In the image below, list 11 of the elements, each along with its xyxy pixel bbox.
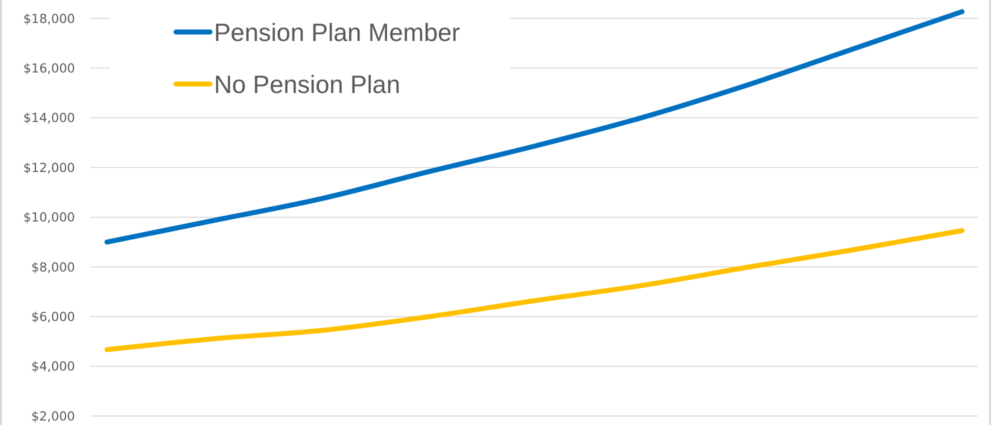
- legend-label: Pension Plan Member: [214, 18, 460, 47]
- y-tick-label: $2,000: [31, 408, 76, 424]
- legend-label: No Pension Plan: [214, 70, 400, 99]
- y-tick-label: $4,000: [31, 358, 76, 374]
- y-tick-label: $6,000: [31, 308, 76, 324]
- y-tick-label: $12,000: [23, 160, 76, 175]
- y-tick-label: $14,000: [23, 110, 76, 126]
- y-tick-label: $16,000: [23, 60, 76, 76]
- y-tick-label: $10,000: [23, 210, 76, 225]
- y-tick-label: $18,000: [23, 10, 76, 26]
- y-tick-label: $8,000: [31, 259, 76, 274]
